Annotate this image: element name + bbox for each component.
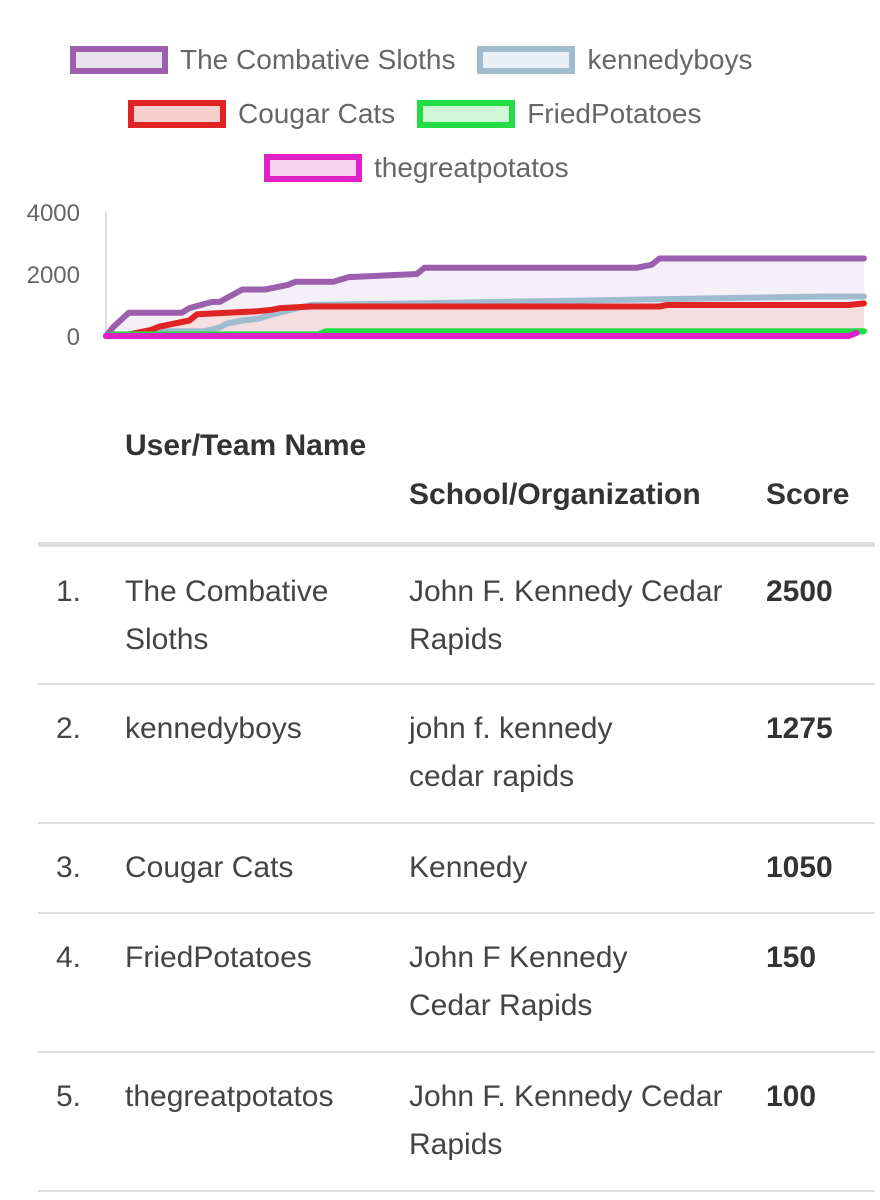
organization-cell: Kennedy — [409, 851, 528, 884]
legend-item-cougar-cats[interactable]: Cougar Cats — [128, 98, 395, 130]
legend-label: FriedPotatoes — [527, 98, 702, 129]
table-header: User/Team Name School/Organization Score — [38, 420, 875, 547]
y-tick-label: 2000 — [27, 262, 80, 289]
table-row: 1. The Combative Sloths John F. Kennedy … — [38, 547, 875, 685]
organization-cell: john f. kennedy cedar rapids — [409, 712, 613, 793]
organization-cell: John F. Kennedy Cedar Rapids — [409, 1080, 723, 1161]
rank-cell: 1. — [56, 575, 82, 608]
score-cell: 2500 — [766, 575, 833, 608]
rank-cell: 3. — [56, 851, 82, 884]
legend-swatch — [264, 154, 362, 182]
y-tick-label: 0 — [67, 324, 80, 350]
score-progression-chart: 0 2000 4000 — [27, 200, 867, 350]
legend-row: thegreatpotatos — [264, 152, 591, 184]
legend-item-thegreatpotatos[interactable]: thegreatpotatos — [264, 152, 569, 184]
legend-item-combative-sloths[interactable]: The Combative Sloths — [70, 44, 455, 76]
team-name-cell[interactable]: The Combative Sloths — [125, 575, 329, 656]
rank-cell: 2. — [56, 712, 82, 745]
table-row: 3. Cougar Cats Kennedy 1050 — [38, 824, 875, 914]
score-cell: 150 — [766, 941, 817, 974]
series-line-2 — [103, 300, 867, 339]
legend-label: Cougar Cats — [238, 98, 396, 129]
team-name-cell[interactable]: Cougar Cats — [125, 851, 294, 884]
legend-label: The Combative Sloths — [180, 44, 456, 75]
series-line-4 — [103, 329, 860, 339]
leaderboard-table: User/Team Name School/Organization Score… — [38, 420, 875, 1192]
legend-swatch — [477, 46, 576, 74]
score-cell: 1275 — [766, 712, 833, 745]
score-cell: 100 — [766, 1080, 817, 1113]
legend-item-kennedyboys[interactable]: kennedyboys — [477, 44, 752, 76]
score-cell: 1050 — [766, 851, 833, 884]
team-name-cell[interactable]: thegreatpotatos — [125, 1080, 334, 1113]
legend-swatch — [417, 100, 516, 128]
organization-cell: John F. Kennedy Cedar Rapids — [409, 575, 723, 656]
header-team-name: User/Team Name — [125, 429, 367, 462]
organization-cell: John F Kennedy Cedar Rapids — [409, 941, 628, 1022]
y-tick-label: 4000 — [27, 200, 80, 227]
legend-swatch — [70, 46, 168, 74]
rank-cell: 4. — [56, 941, 82, 974]
team-name-cell[interactable]: FriedPotatoes — [125, 941, 312, 974]
legend-item-friedpotatoes[interactable]: FriedPotatoes — [417, 98, 702, 130]
legend-row: Cougar Cats FriedPotatoes — [128, 98, 724, 130]
legend-swatch — [128, 100, 226, 128]
team-name-cell[interactable]: kennedyboys — [125, 712, 302, 745]
header-organization: School/Organization — [409, 478, 701, 511]
table-row: 2. kennedyboys john f. kennedy cedar rap… — [38, 685, 875, 824]
series-line-0 — [103, 255, 867, 339]
legend-label: kennedyboys — [587, 44, 753, 75]
table-row: 4. FriedPotatoes John F Kennedy Cedar Ra… — [38, 914, 875, 1053]
legend-row: The Combative Sloths kennedyboys — [70, 44, 774, 76]
legend-label: thegreatpotatos — [374, 152, 569, 183]
table-row: 5. thegreatpotatos John F. Kennedy Cedar… — [38, 1053, 875, 1192]
header-score: Score — [766, 478, 850, 511]
rank-cell: 5. — [56, 1080, 82, 1113]
